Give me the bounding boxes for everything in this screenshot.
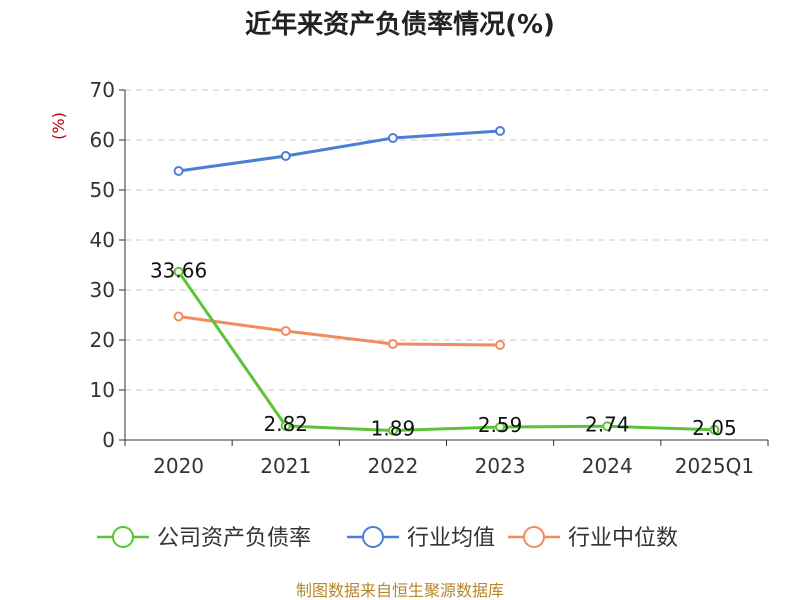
series-line-2 <box>177 315 502 347</box>
data-point <box>602 421 613 432</box>
y-tick-label: 30 <box>90 278 115 302</box>
data-point <box>173 311 184 322</box>
data-point <box>280 151 291 161</box>
data-point <box>387 133 398 143</box>
x-tick-label: 2024 <box>582 454 633 478</box>
y-tick-label: 70 <box>90 78 115 102</box>
y-tick-label: 0 <box>102 428 115 452</box>
x-tick-label: 2022 <box>367 454 418 478</box>
legend-label: 行业中位数 <box>568 526 678 551</box>
data-point <box>280 420 291 431</box>
legend-marker <box>112 526 134 548</box>
legend-marker <box>362 526 384 548</box>
data-labels: 33.66 2.82 1.89 2.59 2.74 2.05 <box>150 259 737 441</box>
y-tick-label: 50 <box>90 178 115 202</box>
data-label: 2.59 <box>478 413 523 437</box>
data-label: 2.82 <box>263 412 308 436</box>
data-point <box>495 126 506 136</box>
y-tick-label: 40 <box>90 228 115 252</box>
data-point <box>387 339 398 349</box>
legend-item-1: 行业均值 <box>347 526 495 551</box>
y-axis-unit-label: (%) <box>49 112 68 140</box>
chart-title: 近年来资产负债率情况(%) <box>245 9 555 40</box>
data-label: 33.66 <box>150 259 207 283</box>
data-point <box>280 326 291 336</box>
axes: 0 10 20 30 40 50 60 70 2020 2021 2022 2023 2024 2025Q… <box>90 78 769 478</box>
grid-lines <box>125 89 768 391</box>
legend: 公司资产负债率 行业均值 行业中位数 <box>97 526 678 551</box>
data-point <box>495 422 506 433</box>
data-point <box>387 425 398 436</box>
y-tick-label: 20 <box>90 328 115 352</box>
legend-item-0: 公司资产负债率 <box>97 526 311 551</box>
data-series <box>173 126 720 436</box>
legend-marker <box>523 526 545 548</box>
x-tick-label: 2025Q1 <box>675 454 754 478</box>
x-tick-label: 2023 <box>475 454 526 478</box>
y-tick-label: 60 <box>90 128 115 152</box>
legend-item-2: 行业中位数 <box>508 526 678 551</box>
x-tick-label: 2021 <box>260 454 311 478</box>
legend-label: 行业均值 <box>407 526 495 551</box>
data-label: 2.74 <box>585 412 630 436</box>
source-note: 制图数据来自恒生聚源数据库 <box>296 581 504 600</box>
data-point <box>173 166 184 176</box>
x-tick-label: 2020 <box>153 454 204 478</box>
data-point <box>709 424 720 435</box>
legend-label: 公司资产负债率 <box>157 526 311 551</box>
data-label: 2.05 <box>692 416 737 440</box>
data-label: 1.89 <box>371 417 416 441</box>
series-line-1 <box>177 129 502 173</box>
y-tick-label: 10 <box>90 378 115 402</box>
data-point <box>495 340 506 350</box>
series-line-0 <box>177 270 716 433</box>
data-point <box>173 266 184 277</box>
